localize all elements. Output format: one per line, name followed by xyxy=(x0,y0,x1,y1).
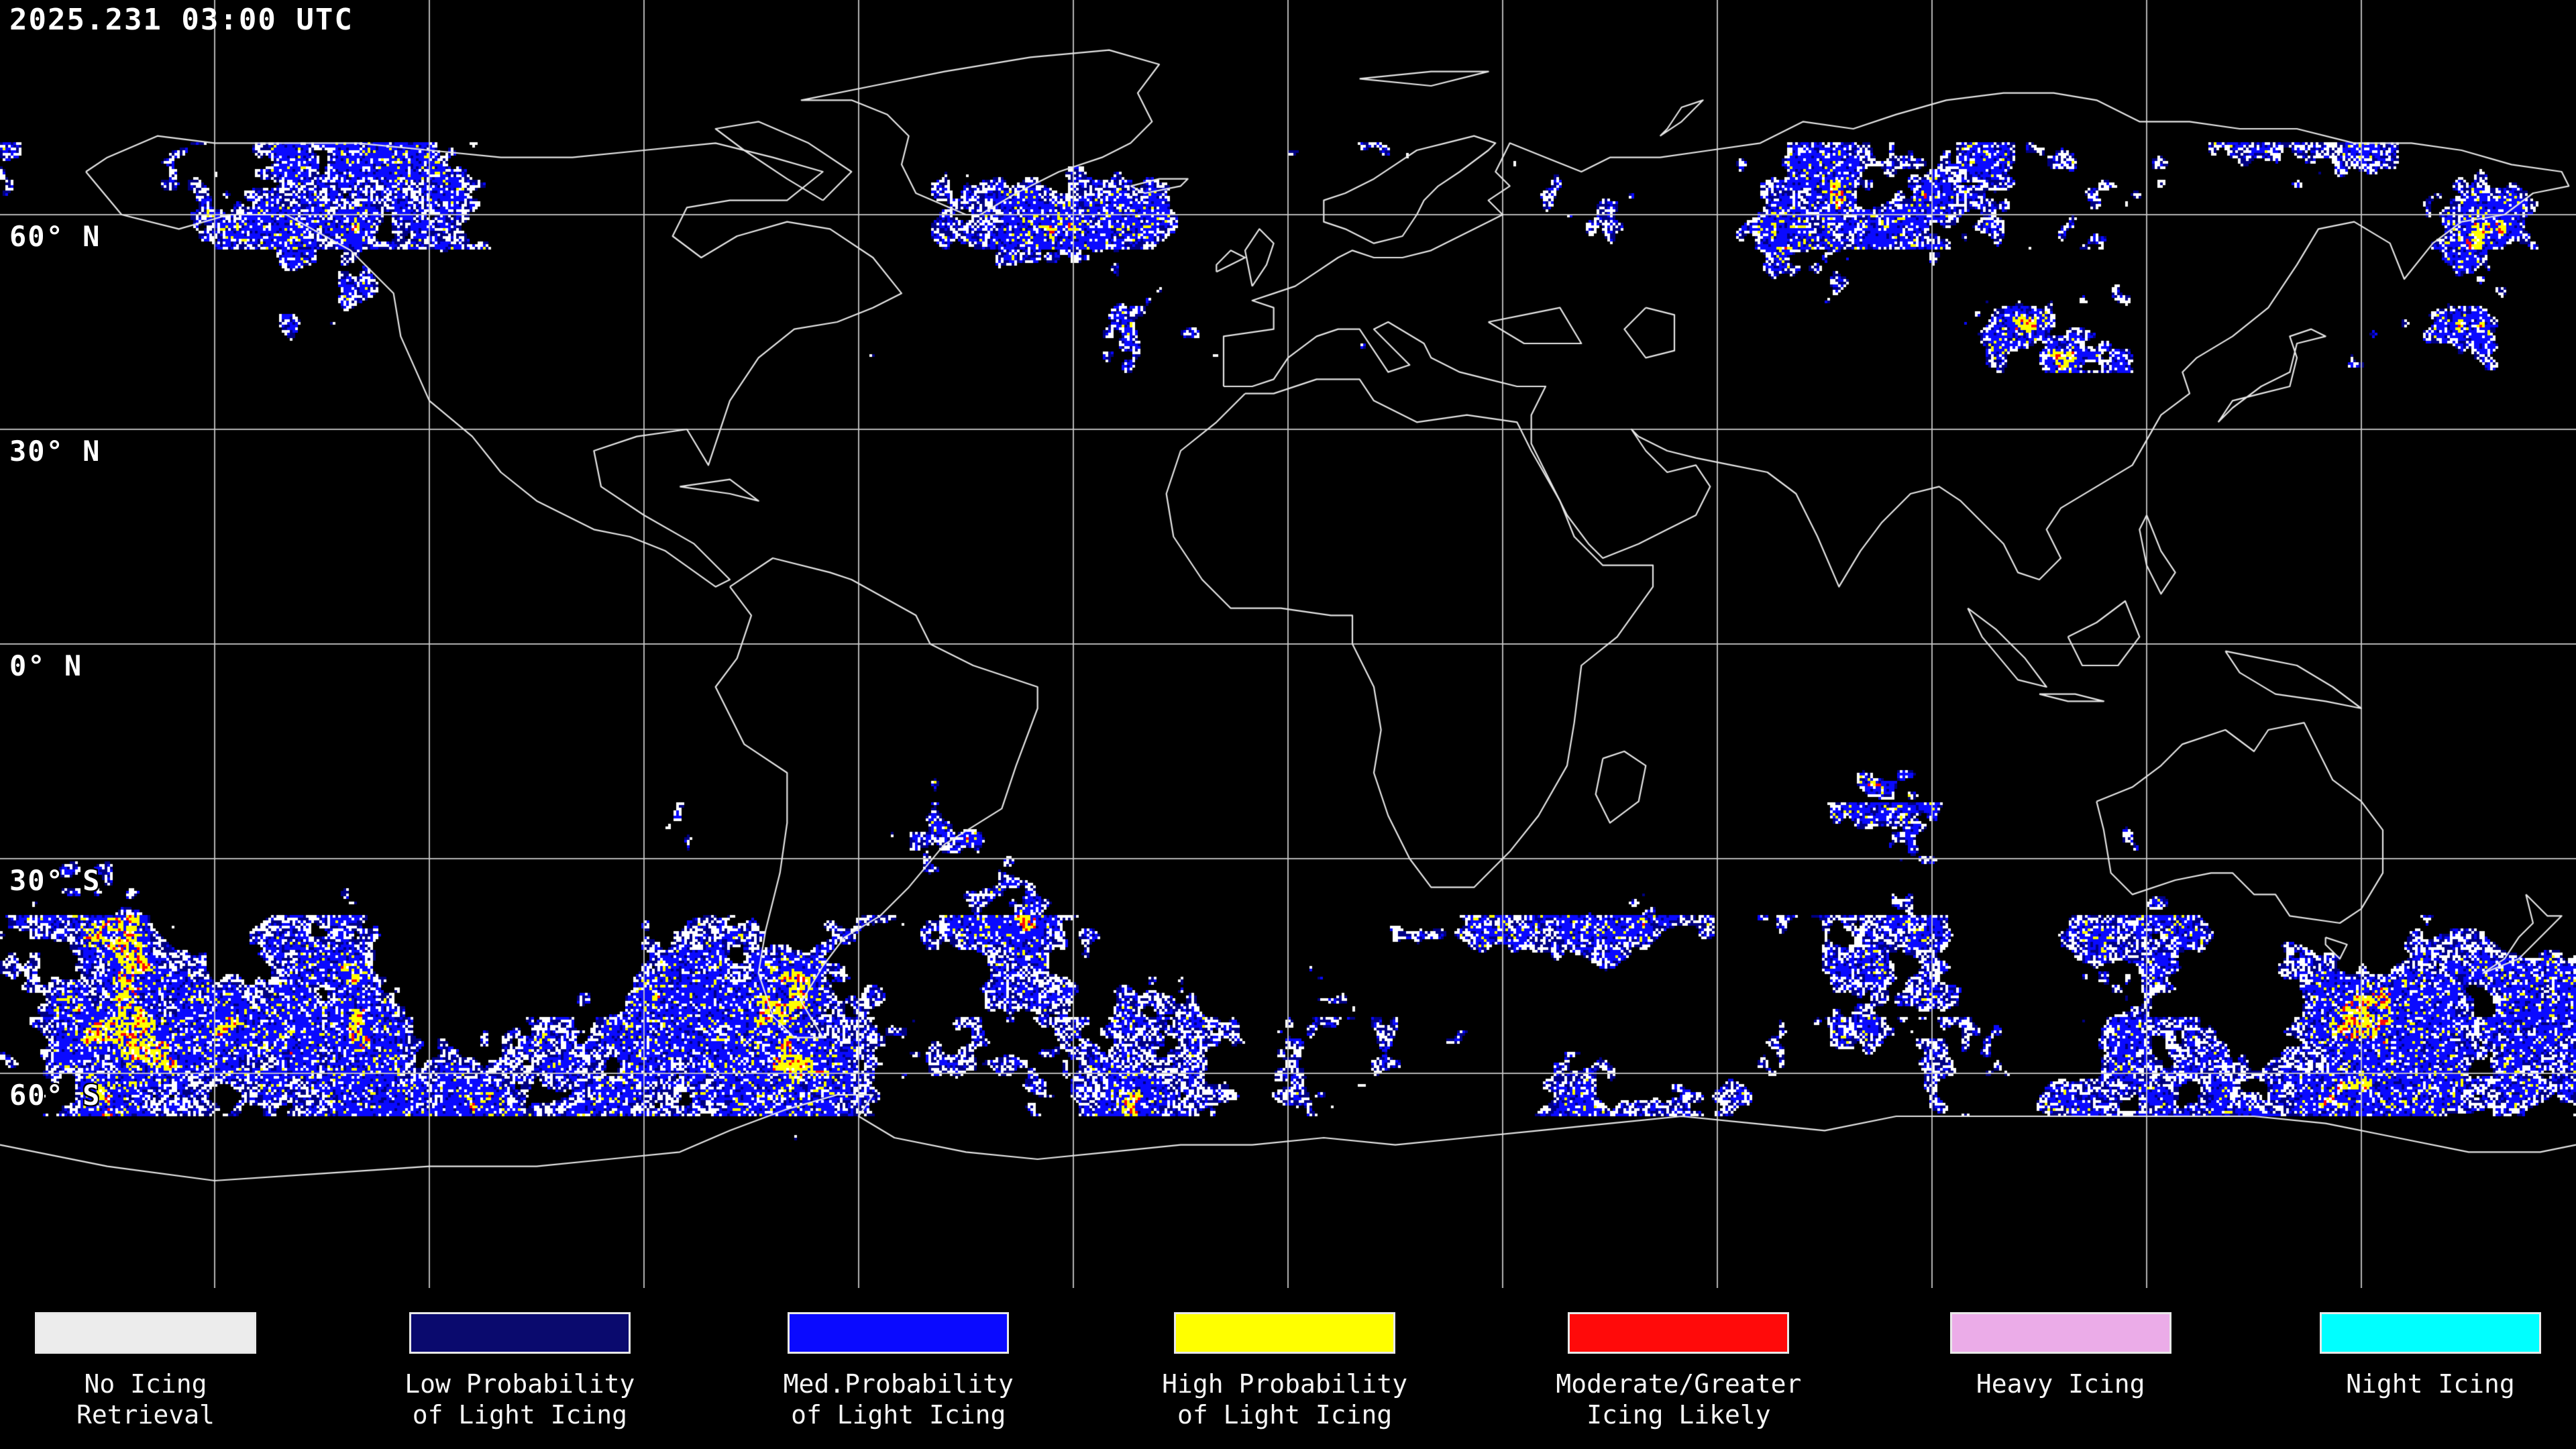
legend-item-med-prob-light-icing: Med.Probability of Light Icing xyxy=(784,1288,1014,1449)
legend-label-line: Moderate/Greater xyxy=(1556,1369,1802,1399)
legend-swatch-high-prob-light-icing xyxy=(1174,1312,1396,1354)
legend-label-line: of Light Icing xyxy=(412,1400,627,1430)
latitude-label-60n: 60° N xyxy=(9,220,101,253)
legend-item-heavy-icing: Heavy Icing xyxy=(1949,1288,2171,1449)
legend-swatch-low-prob-light-icing xyxy=(409,1312,631,1354)
legend-label-line: Night Icing xyxy=(2346,1369,2515,1399)
latitude-label-30n: 30° N xyxy=(9,435,101,468)
legend-label-line: Heavy Icing xyxy=(1976,1369,2145,1399)
legend-item-night-icing: Night Icing xyxy=(2319,1288,2541,1449)
legend-swatch-heavy-icing xyxy=(1949,1312,2171,1354)
latitude-label-60s: 60° S xyxy=(9,1079,101,1112)
world-map: 2025.231 03:00 UTC 60° N 30° N 0° N 30° S 60… xyxy=(0,0,2576,1288)
legend-item-low-prob-light-icing: Low Probability of Light Icing xyxy=(405,1288,635,1449)
legend-label-line: High Probability xyxy=(1162,1369,1408,1399)
timestamp-label: 2025.231 03:00 UTC xyxy=(9,3,354,37)
legend-swatch-med-prob-light-icing xyxy=(788,1312,1010,1354)
legend-item-moderate-greater-icing: Moderate/Greater Icing Likely xyxy=(1556,1288,1801,1449)
legend-label-night-icing: Night Icing xyxy=(2346,1368,2515,1399)
legend-label-line: Med.Probability xyxy=(783,1369,1014,1399)
legend-item-no-icing-retrieval: No Icing Retrieval xyxy=(35,1288,256,1449)
legend-label-line: of Light Icing xyxy=(1177,1400,1393,1430)
legend-label-low-prob-light-icing: Low Probability of Light Icing xyxy=(405,1368,635,1431)
latitude-label-0n: 0° N xyxy=(9,649,83,682)
legend-label-line: Retrieval xyxy=(76,1400,215,1430)
legend-label-line: Low Probability xyxy=(405,1369,635,1399)
legend-label-line: of Light Icing xyxy=(791,1400,1006,1430)
legend-label-line: Icing Likely xyxy=(1587,1400,1771,1430)
legend-label-moderate-greater-icing: Moderate/Greater Icing Likely xyxy=(1556,1368,1801,1431)
legend-bar: No Icing Retrieval Low Probability of Light… xyxy=(0,1288,2576,1449)
legend-swatch-night-icing xyxy=(2319,1312,2541,1354)
legend-swatch-no-icing-retrieval xyxy=(35,1312,256,1354)
legend-swatch-moderate-greater-icing xyxy=(1568,1312,1790,1354)
legend-label-med-prob-light-icing: Med.Probability of Light Icing xyxy=(784,1368,1014,1431)
legend-label-line: No Icing xyxy=(84,1369,207,1399)
legend-label-no-icing-retrieval: No Icing Retrieval xyxy=(76,1368,215,1431)
legend-item-high-prob-light-icing: High Probability of Light Icing xyxy=(1162,1288,1407,1449)
legend-label-heavy-icing: Heavy Icing xyxy=(1976,1368,2145,1399)
legend-label-high-prob-light-icing: High Probability of Light Icing xyxy=(1162,1368,1407,1431)
world-map-canvas xyxy=(0,0,2576,1288)
latitude-label-30s: 30° S xyxy=(9,864,101,897)
